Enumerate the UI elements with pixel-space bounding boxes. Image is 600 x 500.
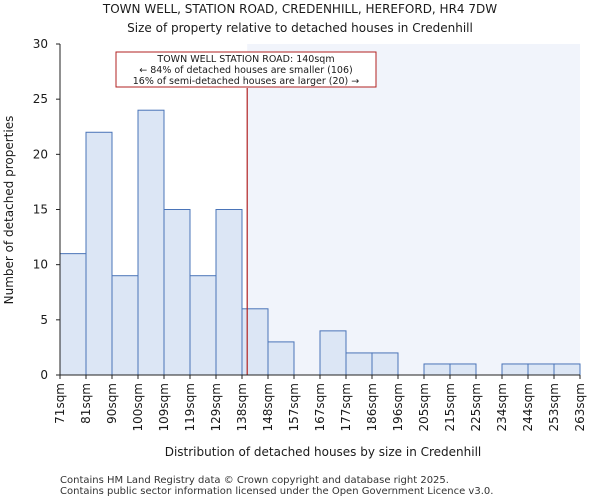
bar-253sqm — [553, 363, 581, 376]
chart-title: TOWN WELL, STATION ROAD, CREDENHILL, HER… — [102, 2, 497, 16]
bar-81sqm — [85, 131, 113, 376]
y-tick-label: 5 — [40, 313, 48, 327]
bar-90sqm — [111, 275, 139, 376]
x-tick-label: 157sqm — [287, 383, 301, 431]
larger-than-property-region — [247, 44, 580, 375]
x-tick-label: 129sqm — [209, 383, 223, 431]
y-axis-label: Number of detached properties — [2, 116, 16, 305]
annotation-line-3: 16% of semi-detached houses are larger (… — [133, 76, 360, 87]
x-tick-label: 90sqm — [105, 383, 119, 424]
y-ticks-group: 0 5 10 15 20 25 30 — [33, 37, 60, 382]
y-tick-label: 30 — [33, 37, 48, 51]
x-tick-label: 109sqm — [157, 383, 171, 431]
x-tick-label: 81sqm — [79, 383, 93, 424]
x-tick-label: 71sqm — [53, 383, 67, 424]
y-tick-label: 20 — [33, 147, 48, 161]
bar-215sqm — [449, 363, 477, 376]
x-tick-label: 119sqm — [183, 383, 197, 431]
annotation-line-2: ← 84% of detached houses are smaller (10… — [139, 65, 352, 76]
x-tick-label: 100sqm — [131, 383, 145, 431]
annotation-box: TOWN WELL STATION ROAD: 140sqm ← 84% of … — [115, 51, 377, 88]
bar-244sqm — [527, 363, 555, 376]
bar-109sqm — [163, 209, 191, 376]
x-tick-label: 167sqm — [313, 383, 327, 431]
footer-line-1: Contains HM Land Registry data © Crown c… — [60, 475, 449, 486]
bar-234sqm — [501, 363, 529, 376]
bar-138sqm — [241, 308, 269, 376]
bar-129sqm — [215, 209, 243, 376]
y-tick-label: 0 — [40, 368, 48, 382]
x-tick-label: 234sqm — [495, 383, 509, 431]
y-tick-label: 10 — [33, 258, 48, 272]
x-tick-label: 244sqm — [521, 383, 535, 431]
bar-148sqm — [267, 341, 295, 376]
bar-119sqm — [189, 275, 217, 376]
x-ticks-group: 71sqm 81sqm 90sqm 100sqm 109sqm 119sqm 129sqm 1… — [53, 375, 587, 431]
x-tick-label: 177sqm — [339, 383, 353, 431]
bar-205sqm — [423, 363, 451, 376]
x-tick-label: 205sqm — [417, 383, 431, 431]
x-tick-label: 263sqm — [573, 383, 587, 431]
bar-100sqm — [137, 109, 165, 376]
x-tick-label: 186sqm — [365, 383, 379, 431]
y-tick-label: 25 — [33, 92, 48, 106]
bars-group — [59, 109, 581, 376]
y-tick-label: 15 — [33, 203, 48, 217]
annotation-border — [115, 51, 377, 88]
bar-177sqm — [345, 352, 373, 376]
footer-line-2: Contains public sector information licen… — [60, 486, 493, 497]
x-tick-label: 225sqm — [469, 383, 483, 431]
x-tick-label: 148sqm — [261, 383, 275, 431]
bar-167sqm — [319, 330, 347, 376]
chart-subtitle: Size of property relative to detached ho… — [127, 21, 473, 35]
x-axis-label: Distribution of detached houses by size … — [165, 445, 482, 459]
x-tick-label: 138sqm — [235, 383, 249, 431]
annotation-line-1: TOWN WELL STATION ROAD: 140sqm — [156, 54, 334, 65]
x-tick-label: 253sqm — [547, 383, 561, 431]
x-tick-label: 215sqm — [443, 383, 457, 431]
x-tick-label: 196sqm — [391, 383, 405, 431]
bar-71sqm — [59, 253, 87, 376]
bar-186sqm — [371, 352, 399, 376]
